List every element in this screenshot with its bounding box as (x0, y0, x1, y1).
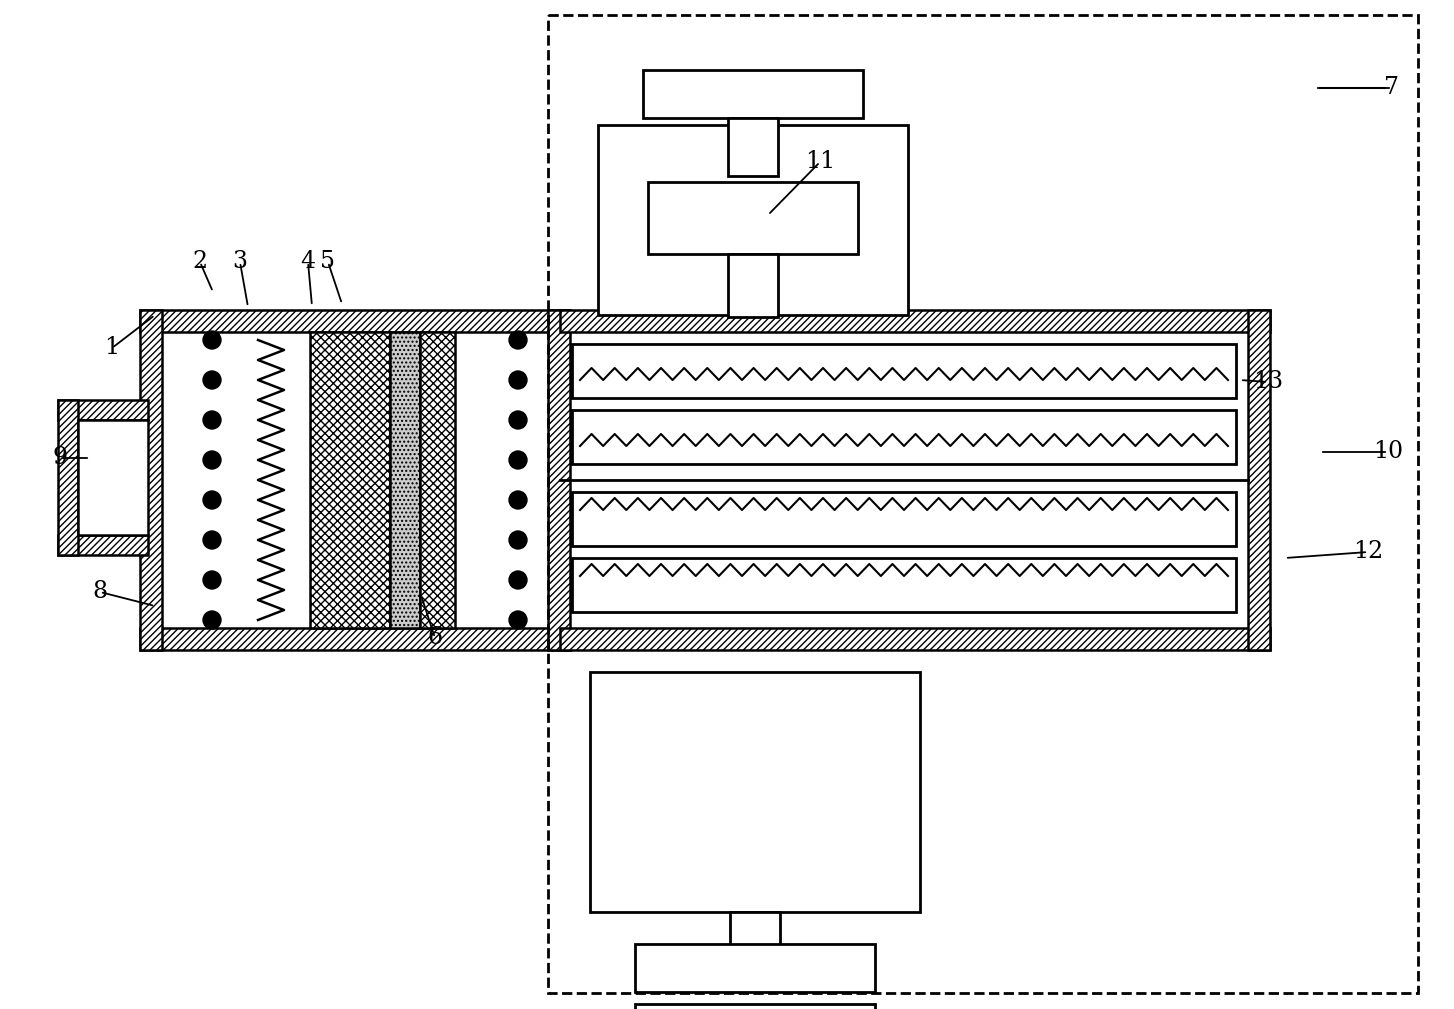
Bar (560, 310, 1269, 332)
Bar (58, 400, 79, 555)
Bar (571, 344, 1236, 398)
Bar (140, 310, 570, 332)
Bar (728, 254, 778, 317)
Text: 10: 10 (1373, 441, 1403, 463)
Bar (571, 492, 1236, 546)
Bar (571, 410, 1236, 464)
Bar (571, 558, 1236, 612)
Text: 12: 12 (1352, 541, 1383, 563)
Bar (560, 628, 1269, 650)
Bar (728, 118, 778, 176)
Text: 5: 5 (320, 250, 336, 273)
Bar (548, 310, 570, 650)
Circle shape (204, 611, 221, 629)
Bar (58, 535, 148, 555)
Bar (648, 182, 858, 254)
Bar (390, 332, 420, 628)
Circle shape (509, 491, 526, 509)
Circle shape (204, 531, 221, 549)
Bar (140, 628, 570, 650)
Bar (310, 332, 390, 628)
Circle shape (509, 451, 526, 469)
Circle shape (509, 331, 526, 349)
Text: 3: 3 (233, 250, 247, 273)
Circle shape (204, 371, 221, 389)
Text: 8: 8 (93, 580, 108, 603)
Circle shape (509, 531, 526, 549)
Bar (420, 332, 455, 628)
Bar (598, 125, 907, 315)
Bar (643, 70, 864, 118)
Text: 6: 6 (427, 627, 442, 650)
Bar (635, 1004, 875, 1009)
Bar (79, 420, 148, 535)
Text: 4: 4 (301, 250, 316, 273)
Bar (548, 15, 1418, 993)
Bar (730, 912, 779, 952)
Text: 7: 7 (1384, 77, 1400, 100)
Circle shape (509, 611, 526, 629)
Circle shape (509, 571, 526, 589)
Text: 1: 1 (105, 336, 119, 359)
Bar (635, 944, 875, 992)
Text: 11: 11 (806, 150, 835, 174)
Circle shape (204, 451, 221, 469)
Bar (140, 310, 161, 650)
Bar (1248, 310, 1269, 650)
Circle shape (204, 411, 221, 429)
Text: 13: 13 (1253, 370, 1282, 394)
Circle shape (204, 331, 221, 349)
Circle shape (509, 411, 526, 429)
Circle shape (509, 371, 526, 389)
Circle shape (204, 491, 221, 509)
Bar (58, 400, 148, 420)
Text: 9: 9 (52, 447, 67, 469)
Bar (590, 672, 920, 912)
Circle shape (204, 571, 221, 589)
Text: 2: 2 (192, 250, 208, 273)
